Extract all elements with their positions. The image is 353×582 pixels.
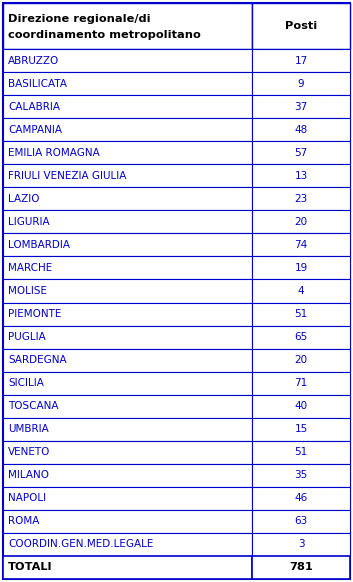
- Bar: [3, 49, 252, 72]
- Text: TOSCANA: TOSCANA: [8, 401, 59, 411]
- Text: 15: 15: [294, 424, 308, 434]
- Text: 4: 4: [298, 286, 304, 296]
- Text: CAMPANIA: CAMPANIA: [8, 125, 62, 134]
- Text: coordinamento metropolitano: coordinamento metropolitano: [8, 30, 201, 40]
- Text: 74: 74: [294, 240, 308, 250]
- Bar: [252, 418, 350, 441]
- Bar: [252, 349, 350, 372]
- Bar: [252, 279, 350, 303]
- Bar: [3, 141, 252, 164]
- Bar: [3, 279, 252, 303]
- Bar: [252, 464, 350, 487]
- Bar: [3, 72, 252, 95]
- Text: SICILIA: SICILIA: [8, 378, 44, 388]
- Text: 23: 23: [294, 194, 308, 204]
- Text: 13: 13: [294, 171, 308, 181]
- Text: ROMA: ROMA: [8, 516, 40, 527]
- Text: 48: 48: [294, 125, 308, 134]
- Text: UMBRIA: UMBRIA: [8, 424, 49, 434]
- Bar: [3, 3, 252, 49]
- Bar: [252, 395, 350, 418]
- Text: MARCHE: MARCHE: [8, 263, 52, 273]
- Text: PIEMONTE: PIEMONTE: [8, 309, 61, 319]
- Bar: [252, 95, 350, 118]
- Text: 57: 57: [294, 148, 308, 158]
- Text: COORDIN.GEN.MED.LEGALE: COORDIN.GEN.MED.LEGALE: [8, 540, 153, 549]
- Text: 3: 3: [298, 540, 304, 549]
- Bar: [252, 441, 350, 464]
- Text: LAZIO: LAZIO: [8, 194, 40, 204]
- Bar: [3, 441, 252, 464]
- Text: Posti: Posti: [285, 21, 317, 31]
- Text: Direzione regionale/di: Direzione regionale/di: [8, 14, 151, 24]
- Bar: [252, 372, 350, 395]
- Text: 20: 20: [294, 217, 307, 227]
- Text: 9: 9: [298, 79, 304, 88]
- Text: CALABRIA: CALABRIA: [8, 102, 60, 112]
- Bar: [3, 210, 252, 233]
- Bar: [252, 164, 350, 187]
- Text: 17: 17: [294, 55, 308, 66]
- Bar: [252, 210, 350, 233]
- Text: 20: 20: [294, 355, 307, 365]
- Text: 63: 63: [294, 516, 308, 527]
- Bar: [252, 303, 350, 325]
- Bar: [3, 118, 252, 141]
- Bar: [252, 325, 350, 349]
- Bar: [252, 233, 350, 257]
- Bar: [3, 464, 252, 487]
- Bar: [252, 487, 350, 510]
- Text: 35: 35: [294, 470, 308, 480]
- Text: ABRUZZO: ABRUZZO: [8, 55, 59, 66]
- Bar: [3, 233, 252, 257]
- Bar: [252, 72, 350, 95]
- Bar: [3, 257, 252, 279]
- Text: 46: 46: [294, 494, 308, 503]
- Text: NAPOLI: NAPOLI: [8, 494, 46, 503]
- Text: BASILICATA: BASILICATA: [8, 79, 67, 88]
- Text: EMILIA ROMAGNA: EMILIA ROMAGNA: [8, 148, 100, 158]
- Text: LIGURIA: LIGURIA: [8, 217, 50, 227]
- Bar: [3, 418, 252, 441]
- Bar: [3, 303, 252, 325]
- Bar: [252, 187, 350, 210]
- Text: 40: 40: [294, 401, 307, 411]
- Text: SARDEGNA: SARDEGNA: [8, 355, 67, 365]
- Bar: [3, 164, 252, 187]
- Text: 781: 781: [289, 562, 313, 573]
- Bar: [252, 556, 350, 579]
- Bar: [3, 556, 252, 579]
- Bar: [3, 95, 252, 118]
- Bar: [3, 349, 252, 372]
- Text: 51: 51: [294, 309, 308, 319]
- Bar: [252, 49, 350, 72]
- Text: 19: 19: [294, 263, 308, 273]
- Bar: [252, 118, 350, 141]
- Bar: [252, 533, 350, 556]
- Bar: [3, 325, 252, 349]
- Text: 65: 65: [294, 332, 308, 342]
- Bar: [3, 487, 252, 510]
- Bar: [3, 372, 252, 395]
- Text: MOLISE: MOLISE: [8, 286, 47, 296]
- Text: FRIULI VENEZIA GIULIA: FRIULI VENEZIA GIULIA: [8, 171, 126, 181]
- Text: 37: 37: [294, 102, 308, 112]
- Text: 71: 71: [294, 378, 308, 388]
- Bar: [252, 141, 350, 164]
- Bar: [3, 395, 252, 418]
- Text: PUGLIA: PUGLIA: [8, 332, 46, 342]
- Bar: [252, 3, 350, 49]
- Bar: [3, 510, 252, 533]
- Text: VENETO: VENETO: [8, 448, 50, 457]
- Bar: [252, 510, 350, 533]
- Text: 51: 51: [294, 448, 308, 457]
- Text: TOTALI: TOTALI: [8, 562, 53, 573]
- Bar: [252, 257, 350, 279]
- Text: MILANO: MILANO: [8, 470, 49, 480]
- Text: LOMBARDIA: LOMBARDIA: [8, 240, 70, 250]
- Bar: [3, 533, 252, 556]
- Bar: [3, 187, 252, 210]
